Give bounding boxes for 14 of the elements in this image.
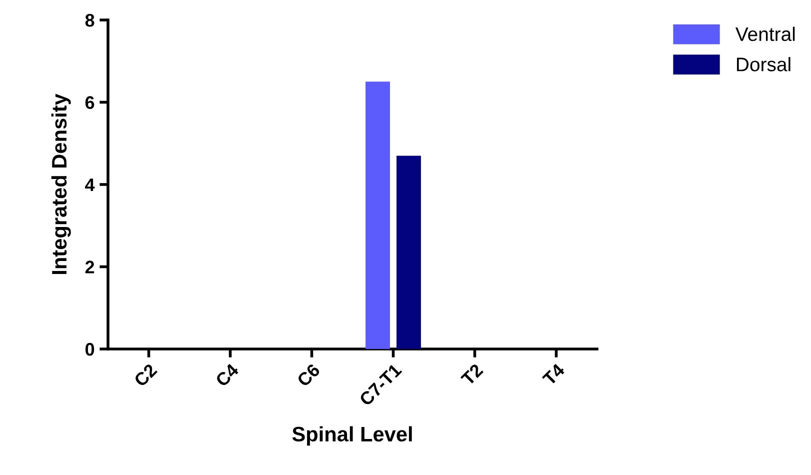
x-tick-label: C2 — [133, 363, 158, 388]
x-tick-label: T4 — [542, 362, 566, 386]
x-tick-label: T2 — [460, 363, 484, 386]
x-axis-title: Spinal Level — [292, 426, 412, 446]
y-axis-title: Integrated Density — [51, 94, 71, 274]
y-tick-label: 4 — [85, 178, 95, 192]
y-tick-label: 6 — [85, 96, 94, 109]
y-tick-label: 8 — [85, 14, 94, 27]
legend-label: Ventral — [735, 26, 795, 42]
legend-label: Dorsal — [736, 57, 790, 72]
x-tick-label: C4 — [214, 362, 240, 388]
y-tick-label: 2 — [85, 260, 94, 274]
y-tick-label: 0 — [85, 342, 94, 356]
x-tick-label: C6 — [296, 362, 321, 388]
